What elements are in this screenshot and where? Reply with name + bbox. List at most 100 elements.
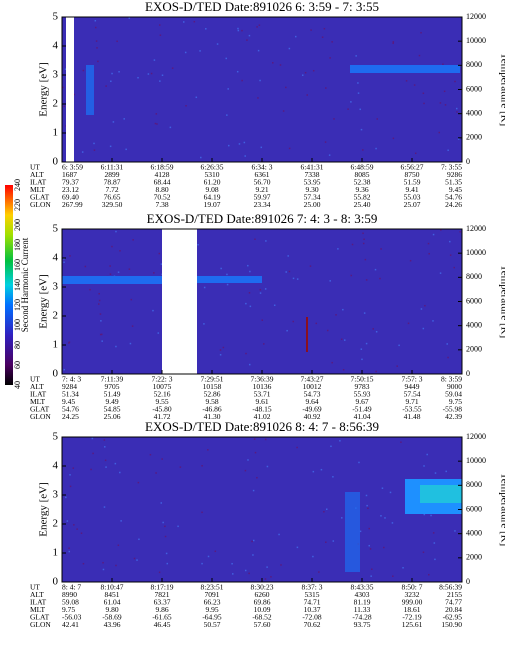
table-cell: 8:37: 3 xyxy=(301,583,322,592)
table-cell: 79.37 xyxy=(62,178,79,187)
table-cell: 70.52 xyxy=(154,193,171,202)
table-cell: 8750 xyxy=(405,170,420,179)
speckle xyxy=(380,515,382,517)
speckle xyxy=(158,252,161,255)
speckle xyxy=(357,82,359,84)
speckle xyxy=(362,242,365,245)
table-cell: 51.34 xyxy=(62,390,79,399)
speckle xyxy=(442,63,444,65)
speckle xyxy=(309,265,312,267)
speckle xyxy=(69,255,71,257)
data-gap xyxy=(66,17,74,162)
speckle xyxy=(418,54,421,57)
speckle xyxy=(453,266,455,269)
speckle xyxy=(422,92,425,95)
table-cell: 7: 4: 3 xyxy=(62,375,81,384)
table-cell: -61.65 xyxy=(152,613,172,622)
speckle xyxy=(252,539,255,542)
speckle xyxy=(337,248,339,250)
speckle xyxy=(423,465,425,467)
speckle xyxy=(147,73,150,75)
table-cell: -51.49 xyxy=(352,405,372,414)
table-cell: 8:50: 7 xyxy=(401,583,422,592)
y2-tick-label: 4000 xyxy=(466,320,482,329)
table-cell: 9.49 xyxy=(105,397,118,406)
table-cell: 9.21 xyxy=(255,185,268,194)
colorbar-tick-label: 60 xyxy=(13,361,22,369)
speckle xyxy=(101,333,103,336)
speckle xyxy=(422,551,425,554)
speckle xyxy=(165,552,168,555)
speckle xyxy=(258,24,261,26)
speckle xyxy=(257,49,260,52)
speckle xyxy=(342,308,344,311)
speckle xyxy=(120,520,122,522)
speckle xyxy=(201,562,203,565)
speckle xyxy=(256,476,258,479)
speckle xyxy=(69,474,71,476)
speckle xyxy=(76,528,78,530)
data-gap xyxy=(162,229,197,374)
table-cell: 52.16 xyxy=(154,390,171,399)
speckle xyxy=(72,467,75,469)
speckle xyxy=(228,144,230,147)
speckle xyxy=(101,340,103,342)
table-cell: -55.98 xyxy=(443,405,463,414)
colorbar-tick-label: 220 xyxy=(13,199,22,211)
table-cell: 57.54 xyxy=(404,390,421,399)
panel-title: EXOS-D/TED Date:891026 6: 3:59 - 7: 3:55 xyxy=(145,0,379,14)
speckle xyxy=(361,358,363,361)
speckle xyxy=(111,245,113,248)
speckle xyxy=(264,288,267,290)
table-cell: 9.45 xyxy=(449,185,462,194)
speckle xyxy=(360,128,363,131)
speckle xyxy=(99,333,102,336)
y-tick-label: 4 xyxy=(53,252,59,264)
speckle xyxy=(253,438,256,440)
table-cell: 81.19 xyxy=(354,598,371,607)
table-cell: 8451 xyxy=(105,590,120,599)
band xyxy=(420,485,462,503)
speckle xyxy=(368,527,370,530)
table-cell: 8: 3:59 xyxy=(441,375,462,384)
table-cell: 57.34 xyxy=(304,193,321,202)
speckle xyxy=(372,328,374,330)
speckle xyxy=(454,80,456,83)
row-label: ALT xyxy=(30,382,44,391)
colorbar-tick-label: 120 xyxy=(13,299,22,311)
speckle xyxy=(249,270,251,273)
speckle xyxy=(104,446,106,448)
speckle xyxy=(285,271,287,273)
table-cell: 54.85 xyxy=(104,405,121,414)
speckle xyxy=(449,254,452,256)
row-label: GLAT xyxy=(30,405,50,414)
speckle xyxy=(312,555,314,558)
speckle xyxy=(129,342,132,345)
speckle xyxy=(93,149,96,151)
row-label: ILAT xyxy=(30,178,47,187)
speckle xyxy=(109,273,112,275)
row-label: GLAT xyxy=(30,193,50,202)
table-cell: 7821 xyxy=(155,590,170,599)
speckle xyxy=(225,57,228,60)
speckle xyxy=(248,572,250,575)
speckle xyxy=(392,137,395,140)
speckle xyxy=(246,39,248,41)
speckle xyxy=(99,313,102,315)
colorbar-tick-label: 140 xyxy=(13,279,22,291)
y2-tick-label: 4000 xyxy=(466,108,482,117)
table-cell: -64.95 xyxy=(202,613,222,622)
speckle xyxy=(342,368,345,371)
speckle xyxy=(92,452,94,455)
speckle xyxy=(82,69,85,72)
table-cell: 42.41 xyxy=(62,620,79,629)
speckle xyxy=(324,141,327,143)
speckle xyxy=(432,320,434,322)
speckle xyxy=(226,114,228,116)
speckle xyxy=(138,538,140,541)
speckle xyxy=(301,74,304,76)
speckle xyxy=(326,329,329,332)
speckle xyxy=(159,34,162,36)
y2-tick-label: 10000 xyxy=(466,456,486,465)
speckle xyxy=(286,329,288,332)
